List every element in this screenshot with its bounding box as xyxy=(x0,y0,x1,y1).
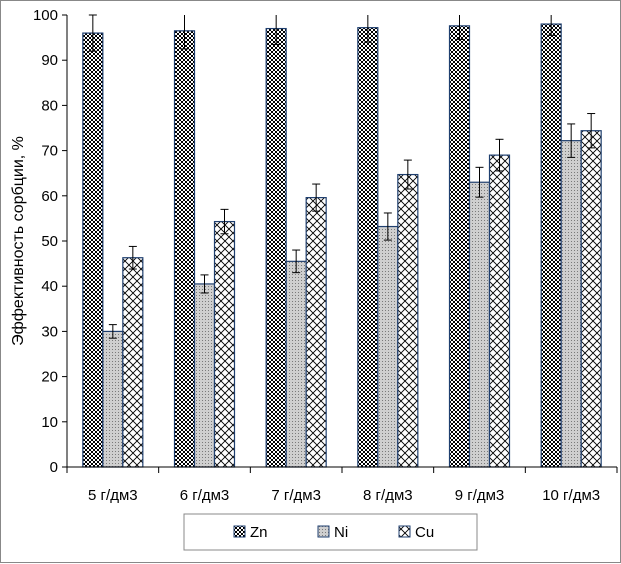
legend-item-cu: Cu xyxy=(398,524,434,541)
error-bar-cu-3 xyxy=(403,159,412,190)
legend-label: Cu xyxy=(415,524,434,541)
error-bar-ni-2 xyxy=(292,249,301,274)
bar-cu-1 xyxy=(213,220,236,468)
bar-cu-2 xyxy=(305,197,327,468)
legend: Zn Ni Cu xyxy=(183,513,478,551)
bar-ni-1 xyxy=(193,283,216,468)
error-bar-cu-1 xyxy=(220,208,229,235)
bar-cu-0 xyxy=(122,257,144,468)
bar-cu-5 xyxy=(580,130,602,468)
bar-zn-1 xyxy=(173,30,196,468)
error-bar-ni-1 xyxy=(200,274,209,294)
error-bar-cu-4 xyxy=(495,138,504,172)
error-bar-zn-3 xyxy=(363,15,372,43)
x-tick-label: 8 г/дм3 xyxy=(363,487,413,504)
x-tick-label: 10 г/дм3 xyxy=(542,487,600,504)
bar-ni-3 xyxy=(377,225,399,468)
y-tick-label: 10 xyxy=(41,414,58,431)
error-bar-zn-0 xyxy=(88,14,97,52)
legend-label: Zn xyxy=(250,524,268,541)
bar-cu-3 xyxy=(397,173,419,468)
legend-label: Ni xyxy=(334,524,348,541)
y-tick-label: 60 xyxy=(41,188,58,205)
y-tick-label: 80 xyxy=(41,97,58,114)
error-bar-ni-3 xyxy=(383,212,392,241)
y-tick-label: 70 xyxy=(41,143,58,160)
error-bar-cu-5 xyxy=(587,113,596,149)
bar-zn-5 xyxy=(540,23,562,468)
bar-ni-5 xyxy=(560,140,582,468)
x-tick-label: 5 г/дм3 xyxy=(88,487,138,504)
bar-zn-0 xyxy=(82,32,104,468)
y-tick-label: 100 xyxy=(33,7,58,24)
y-tick-label: 40 xyxy=(41,278,58,295)
error-bar-ni-5 xyxy=(567,123,576,158)
error-bar-ni-0 xyxy=(108,324,117,339)
legend-item-ni: Ni xyxy=(317,524,348,541)
legend-box xyxy=(183,513,478,551)
error-bar-zn-2 xyxy=(272,15,281,45)
error-bar-cu-0 xyxy=(128,245,137,270)
bar-zn-2 xyxy=(265,27,287,468)
bar-zn-4 xyxy=(448,25,471,468)
bar-zn-3 xyxy=(357,27,379,468)
y-tick-label: 20 xyxy=(41,369,58,386)
y-tick-label: 50 xyxy=(41,233,58,250)
x-tick-label: 9 г/дм3 xyxy=(455,487,505,504)
y-tick-label: 0 xyxy=(50,459,58,476)
bar-ni-4 xyxy=(468,181,491,468)
legend-swatch xyxy=(317,525,330,538)
legend-swatch xyxy=(233,525,246,538)
error-bar-ni-4 xyxy=(475,166,484,198)
y-tick-label: 30 xyxy=(41,323,58,340)
bar-ni-2 xyxy=(285,260,307,468)
error-bar-zn-4 xyxy=(455,15,464,40)
bar-ni-0 xyxy=(102,330,124,468)
y-tick-label: 90 xyxy=(41,52,58,69)
x-tick-label: 6 г/дм3 xyxy=(180,487,230,504)
error-bar-cu-2 xyxy=(312,183,321,212)
error-bar-zn-1 xyxy=(180,15,189,50)
bar-cu-4 xyxy=(488,154,511,468)
legend-swatch xyxy=(398,525,411,538)
y-axis-label: Эффективность сорбции, % xyxy=(10,136,27,346)
legend-item-zn: Zn xyxy=(233,524,268,541)
x-tick-label: 7 г/дм3 xyxy=(271,487,321,504)
error-bar-zn-5 xyxy=(547,15,556,36)
